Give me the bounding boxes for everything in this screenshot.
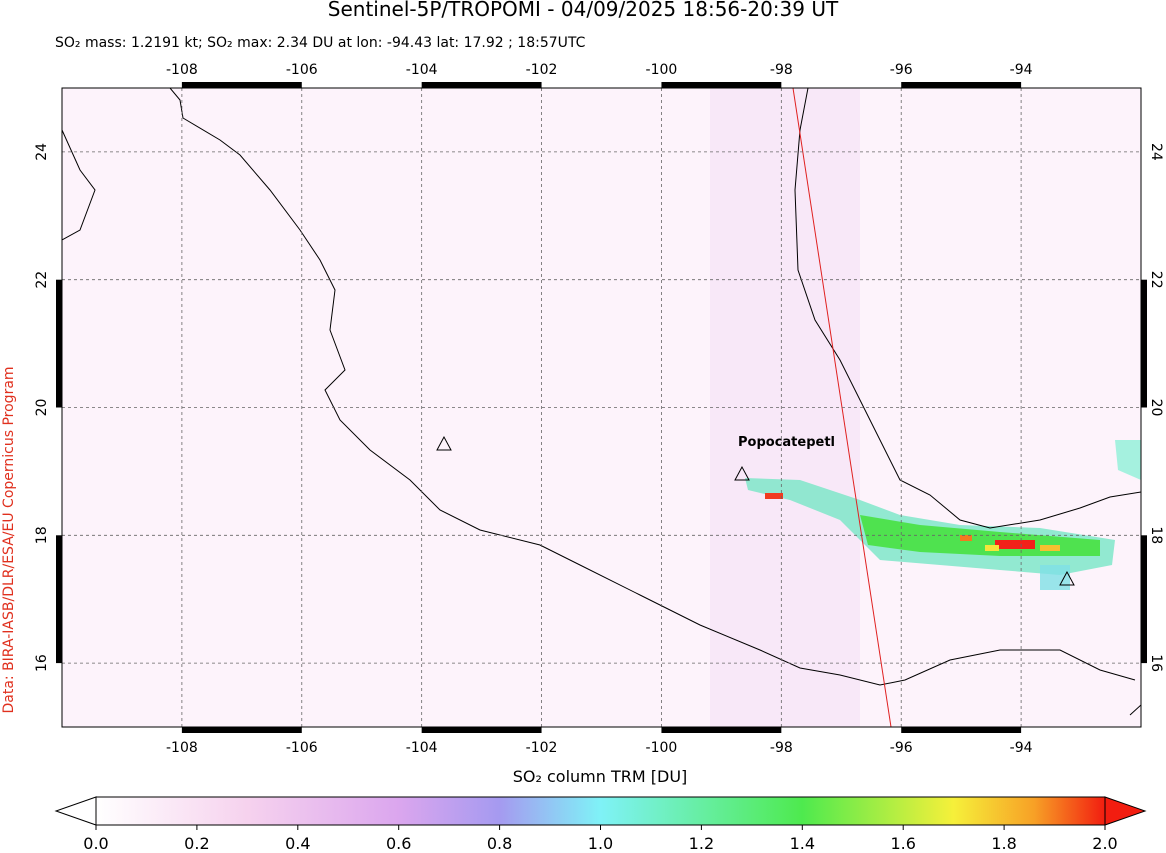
frame-bar xyxy=(1141,535,1147,664)
lat-tick-label: 16 xyxy=(34,654,50,672)
frame-bar xyxy=(56,279,62,408)
colorbar-tick-label: 1.4 xyxy=(790,834,815,853)
colorbar-tick-label: 1.2 xyxy=(689,834,714,853)
colorbar-tick-label: 1.6 xyxy=(890,834,915,853)
lon-tick-label: -106 xyxy=(286,62,318,78)
colorbar-under xyxy=(54,796,97,826)
colorbar xyxy=(95,796,1106,826)
colorbar-tick-label: 1.8 xyxy=(991,834,1016,853)
frame-bar xyxy=(661,727,782,733)
lon-tick-label: -108 xyxy=(166,62,198,78)
frame-bar xyxy=(181,727,302,733)
lat-tick-label: 18 xyxy=(1148,526,1164,544)
frame-bar xyxy=(421,727,542,733)
lat-tick-label: 20 xyxy=(34,399,50,417)
frame-bar xyxy=(56,535,62,664)
colorbar-tick-label: 0.0 xyxy=(83,834,108,853)
volcano-marker xyxy=(734,465,750,481)
lon-tick-label: -102 xyxy=(526,62,558,78)
lon-tick-label: -104 xyxy=(406,62,438,78)
lat-tick-label: 24 xyxy=(34,143,50,161)
colorbar-tick-label: 2.0 xyxy=(1092,834,1117,853)
colorbar-tick-label: 0.2 xyxy=(184,834,209,853)
coastline xyxy=(62,88,1141,716)
colorbar-tick-label: 1.0 xyxy=(588,834,613,853)
lat-tick-label: 20 xyxy=(1148,399,1164,417)
colorbar-tick-label: 0.8 xyxy=(487,834,512,853)
lon-tick-label: -100 xyxy=(646,740,678,756)
map-background xyxy=(62,88,1141,727)
lon-tick-label: -108 xyxy=(166,740,198,756)
lon-tick-label: -96 xyxy=(890,62,913,78)
lat-tick-label: 24 xyxy=(1148,143,1164,161)
lon-tick-label: -100 xyxy=(646,62,678,78)
lon-tick-label: -104 xyxy=(406,740,438,756)
frame-bar xyxy=(421,82,542,88)
lat-tick-label: 22 xyxy=(34,271,50,289)
lat-tick-label: 22 xyxy=(1148,271,1164,289)
title: Sentinel-5P/TROPOMI - 04/09/2025 18:56-2… xyxy=(328,0,839,21)
colorbar-tick-label: 0.4 xyxy=(285,834,310,853)
volcano-label: Popocatepetl xyxy=(738,435,835,450)
lat-tick-label: 18 xyxy=(34,526,50,544)
volcano-marker xyxy=(1059,570,1075,586)
lon-tick-label: -106 xyxy=(286,740,318,756)
frame-bar xyxy=(1141,279,1147,408)
volcano-marker xyxy=(436,435,452,451)
lon-tick-label: -98 xyxy=(770,740,793,756)
frame-bar xyxy=(181,82,302,88)
map-area: Popocatepetl xyxy=(62,88,1141,727)
lon-tick-label: -102 xyxy=(526,740,558,756)
lon-tick-label: -96 xyxy=(890,740,913,756)
colorbar-label: SO₂ column TRM [DU] xyxy=(513,767,688,786)
colorbar-tick-label: 0.6 xyxy=(386,834,411,853)
lon-tick-label: -94 xyxy=(1010,62,1033,78)
colorbar-over xyxy=(1104,796,1147,826)
frame-bar xyxy=(901,727,1022,733)
lon-tick-label: -98 xyxy=(770,62,793,78)
frame-bar xyxy=(901,82,1022,88)
frame-bar xyxy=(661,82,782,88)
credit: Data: BIRA-IASB/DLR/ESA/EU Copernicus Pr… xyxy=(1,366,17,713)
lon-tick-label: -94 xyxy=(1010,740,1033,756)
subtitle: SO₂ mass: 1.2191 kt; SO₂ max: 2.34 DU at… xyxy=(55,35,586,51)
grid xyxy=(62,88,1141,727)
lat-tick-label: 16 xyxy=(1148,654,1164,672)
